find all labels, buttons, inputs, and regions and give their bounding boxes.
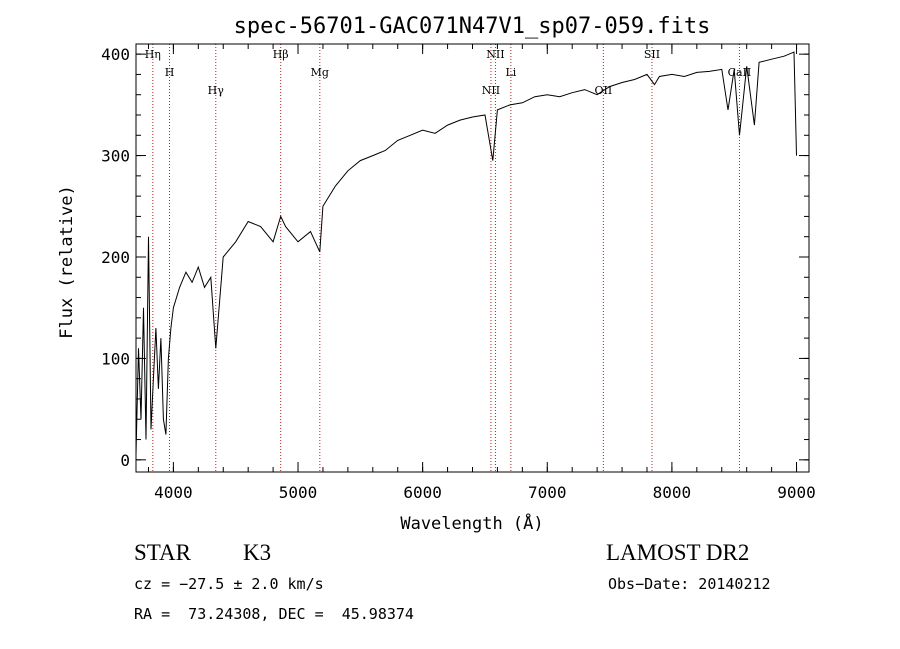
- line-marker-label: Hγ: [208, 84, 225, 97]
- x-tick-label: 7000: [528, 483, 567, 502]
- x-tick-label: 8000: [653, 483, 692, 502]
- y-axis-label: Flux (relative): [57, 185, 77, 339]
- line-marker-label: SII: [644, 48, 660, 61]
- line-marker-label: NII: [482, 84, 500, 97]
- line-marker-label: Li: [505, 66, 516, 79]
- plot-frame: [135, 43, 810, 473]
- y-tick-label: 300: [101, 147, 130, 166]
- line-marker-label: Hη: [145, 48, 161, 61]
- observation-date: Obs−Date: 20140212: [608, 575, 771, 593]
- line-marker-label: Mg: [311, 66, 329, 79]
- coordinates: RA = 73.24308, DEC = 45.98374: [134, 605, 414, 623]
- redshift-velocity: cz = −27.5 ± 2.0 km/s: [134, 575, 324, 593]
- x-tick-label: 4000: [154, 483, 193, 502]
- y-tick-label: 100: [101, 349, 130, 368]
- y-tick-label: 400: [101, 45, 130, 64]
- y-tick-label: 200: [101, 248, 130, 267]
- x-axis-label: Wavelength (Å): [400, 512, 543, 534]
- line-marker-label: Hβ: [273, 48, 289, 61]
- object-class: STAR: [134, 540, 191, 565]
- line-marker-label: NII: [486, 48, 504, 61]
- object-subclass: K3: [243, 540, 272, 565]
- y-tick-label: 0: [120, 451, 130, 470]
- survey-name: LAMOST DR2: [606, 540, 750, 565]
- x-tick-label: 9000: [777, 483, 816, 502]
- spectrum-line: [135, 51, 797, 455]
- x-tick-label: 5000: [279, 483, 318, 502]
- x-tick-label: 6000: [403, 483, 442, 502]
- line-marker-label: H: [165, 66, 175, 79]
- chart-title: spec-56701-GAC071N47V1_sp07-059.fits: [234, 14, 711, 39]
- axis-ticks: 4000 5000 6000 7000 8000 9000 0 100 200 300 400: [101, 44, 816, 502]
